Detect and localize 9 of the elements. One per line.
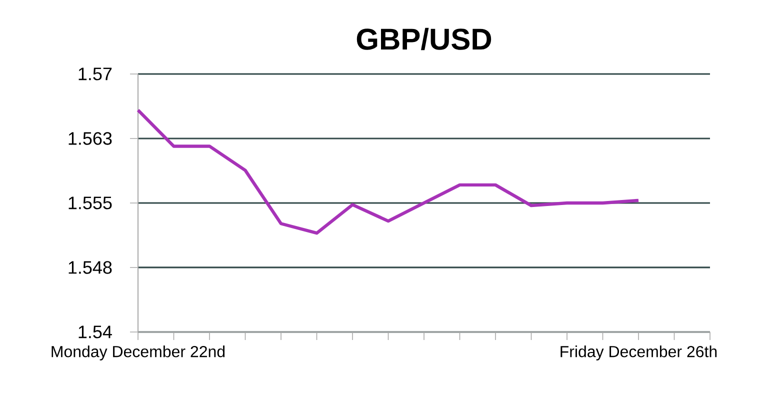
y-tick-label: 1.548 [68, 261, 112, 274]
line-series [136, 108, 640, 235]
y-tick-label: 1.555 [68, 196, 112, 210]
y-tick-label: 1.57 [78, 68, 112, 80]
x-tick-label: Friday December 26th [560, 346, 717, 360]
x-tick-label: Monday December 22nd [52, 346, 225, 360]
y-tick-label: 1.563 [68, 132, 112, 145]
y-tick-label: 1.54 [78, 326, 112, 338]
chart-title: GBP/USD [356, 28, 492, 50]
